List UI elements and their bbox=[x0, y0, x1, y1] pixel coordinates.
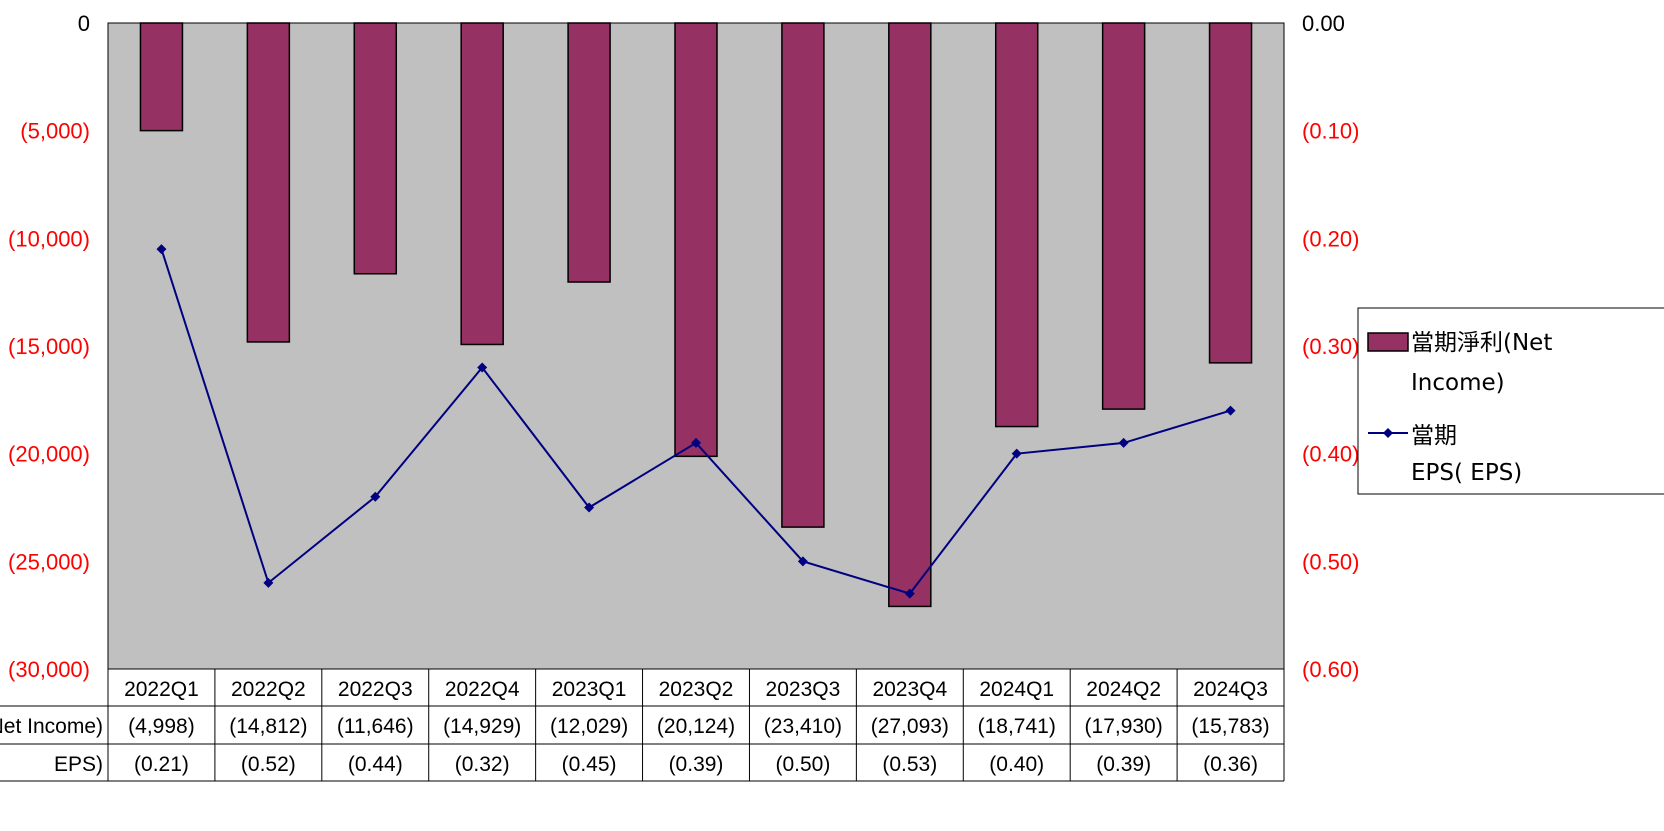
table-cell: (0.53) bbox=[882, 753, 937, 776]
table-cell: (17,930) bbox=[1085, 715, 1163, 738]
table-cell: (0.45) bbox=[562, 753, 617, 776]
net-income-bar-2023Q2 bbox=[674, 22, 718, 458]
eps-point-2022Q4 bbox=[477, 362, 488, 373]
category-label: 2024Q2 bbox=[1086, 678, 1161, 701]
table-cell: (4,998) bbox=[128, 715, 195, 738]
right-axis: 0.00 (0.10) (0.20) (0.30) (0.40) (0.50) (0.60) bbox=[1302, 11, 1359, 682]
eps-point-2023Q3 bbox=[797, 556, 808, 567]
eps-point-2023Q4 bbox=[904, 588, 915, 599]
eps-point-2024Q3 bbox=[1225, 405, 1236, 416]
net-income-bar-2022Q4 bbox=[460, 22, 504, 346]
category-label: 2024Q3 bbox=[1193, 678, 1268, 701]
category-label: 2023Q1 bbox=[552, 678, 627, 701]
net-income-bar-2023Q4 bbox=[888, 22, 932, 608]
left-axis: 0 (5,000) (10,000) (15,000) (20,000) (25,000)… bbox=[8, 11, 90, 682]
right-tick-label: (0.10) bbox=[1302, 119, 1359, 144]
category-label: 2023Q4 bbox=[872, 678, 947, 701]
category-label: 2024Q1 bbox=[979, 678, 1054, 701]
table-cell: (14,812) bbox=[229, 715, 307, 738]
legend-bar-swatch bbox=[1367, 332, 1409, 352]
table-cell: (0.36) bbox=[1203, 753, 1258, 776]
eps-line-series bbox=[156, 244, 1236, 599]
left-tick-label: (30,000) bbox=[8, 657, 90, 682]
right-tick-label: (0.30) bbox=[1302, 334, 1359, 359]
legend-label: Income) bbox=[1411, 370, 1505, 396]
legend-line-marker bbox=[1383, 428, 1393, 438]
category-label: 2023Q2 bbox=[659, 678, 734, 701]
net-income-bar-2022Q1 bbox=[139, 22, 184, 132]
table-cell: (0.40) bbox=[989, 753, 1044, 776]
eps-point-2022Q2 bbox=[263, 577, 274, 588]
left-tick-label: 0 bbox=[78, 11, 90, 36]
left-tick-label: (25,000) bbox=[8, 549, 90, 574]
left-tick-label: (15,000) bbox=[8, 334, 90, 359]
left-tick-label: (5,000) bbox=[20, 119, 90, 144]
category-label: 2022Q1 bbox=[124, 678, 199, 701]
right-tick-label: (0.50) bbox=[1302, 549, 1359, 574]
category-label: 2023Q3 bbox=[766, 678, 841, 701]
net-income-bar-2024Q3 bbox=[1208, 22, 1253, 364]
table-cell: (11,646) bbox=[337, 715, 414, 738]
net-income-bar-2024Q1 bbox=[994, 22, 1039, 428]
data-table: 2022Q1 2022Q2 2022Q3 2022Q4 2023Q1 2023Q2 2023… bbox=[0, 668, 1285, 782]
right-tick-label: (0.20) bbox=[1302, 226, 1359, 251]
right-tick-label: (0.60) bbox=[1302, 657, 1359, 682]
table-cell: (0.39) bbox=[1096, 753, 1151, 776]
table-cell: (12,029) bbox=[550, 715, 628, 738]
table-cell: (27,093) bbox=[871, 715, 949, 738]
table-cell: (0.32) bbox=[455, 753, 510, 776]
legend-label: 當期 bbox=[1411, 423, 1457, 449]
table-cell: (23,410) bbox=[764, 715, 842, 738]
table-row-label: Net Income) bbox=[0, 715, 103, 738]
category-label: 2022Q3 bbox=[338, 678, 413, 701]
table-cell: (14,929) bbox=[443, 715, 521, 738]
right-tick-label: (0.40) bbox=[1302, 442, 1359, 467]
net-income-bar-2023Q3 bbox=[781, 22, 825, 528]
eps-point-2024Q1 bbox=[1011, 448, 1022, 459]
eps-point-2023Q1 bbox=[584, 502, 595, 513]
net-income-bar-2024Q2 bbox=[1101, 22, 1146, 410]
table-cell: (0.21) bbox=[134, 753, 189, 776]
net-income-bar-2023Q1 bbox=[567, 22, 611, 283]
legend-label: EPS( EPS) bbox=[1411, 460, 1522, 486]
eps-point-2024Q2 bbox=[1118, 437, 1129, 448]
category-label: 2022Q2 bbox=[231, 678, 306, 701]
table-cell: (0.50) bbox=[775, 753, 830, 776]
table-row-label: EPS) bbox=[54, 753, 103, 776]
left-tick-label: (10,000) bbox=[8, 226, 90, 251]
left-tick-label: (20,000) bbox=[8, 442, 90, 467]
eps-point-2022Q1 bbox=[156, 244, 167, 255]
table-cell: (20,124) bbox=[657, 715, 735, 738]
legend: 當期淨利(Net Income) 當期 EPS( EPS) bbox=[1357, 307, 1664, 495]
table-cell: (0.44) bbox=[348, 753, 403, 776]
eps-point-2023Q2 bbox=[691, 437, 701, 448]
net-income-bar-2022Q3 bbox=[353, 22, 398, 275]
table-cell: (0.52) bbox=[241, 753, 296, 776]
legend-label: 當期淨利(Net bbox=[1411, 330, 1552, 356]
table-cell: (18,741) bbox=[978, 715, 1056, 738]
eps-point-2022Q3 bbox=[370, 491, 381, 502]
category-label: 2022Q4 bbox=[445, 678, 520, 701]
right-tick-label: 0.00 bbox=[1302, 11, 1345, 36]
table-cell: (15,783) bbox=[1191, 715, 1269, 738]
table-cell: (0.39) bbox=[669, 753, 724, 776]
net-income-bar-2022Q2 bbox=[246, 22, 291, 343]
legend-box bbox=[1357, 307, 1664, 495]
net-income-bars bbox=[139, 22, 1253, 608]
